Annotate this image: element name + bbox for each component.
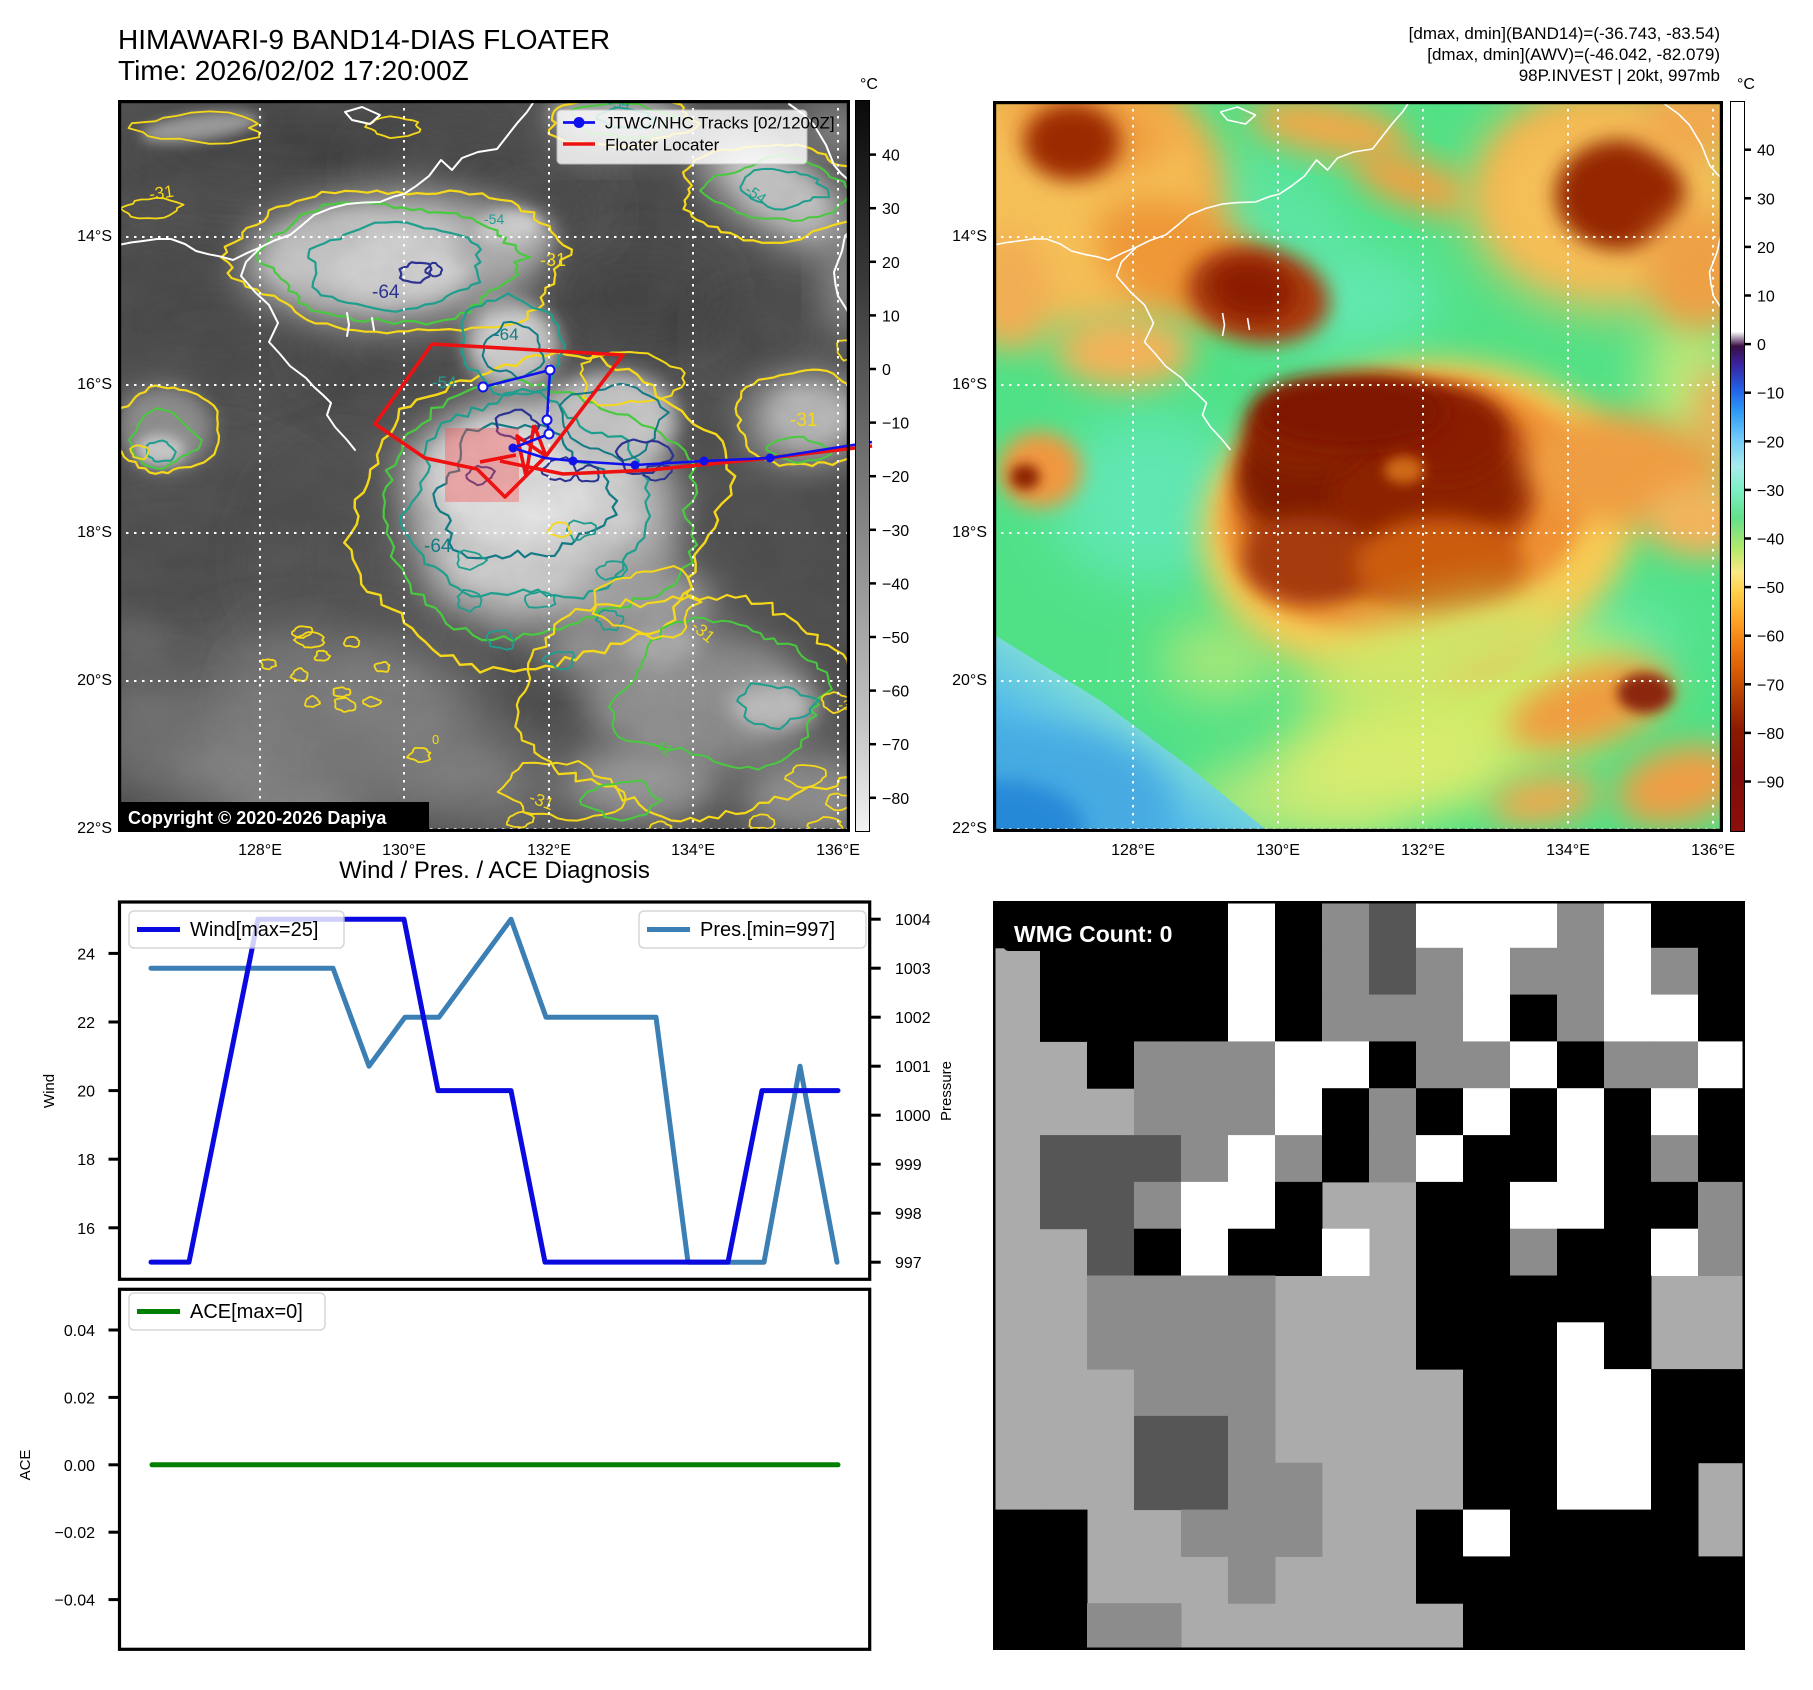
svg-text:Copyright © 2020-2026 Dapiya: Copyright © 2020-2026 Dapiya: [128, 808, 387, 828]
svg-text:−60: −60: [1757, 629, 1784, 646]
svg-text:20: 20: [77, 1084, 95, 1101]
svg-text:WMG Count: 0: WMG Count: 0: [1014, 921, 1172, 947]
svg-text:1001: 1001: [895, 1059, 931, 1076]
svg-text:-64: -64: [424, 536, 452, 557]
svg-text:Pressure: Pressure: [938, 1061, 955, 1121]
svg-text:−10: −10: [882, 416, 909, 433]
svg-text:JTWC/NHC Tracks [02/1200Z]: JTWC/NHC Tracks [02/1200Z]: [605, 114, 835, 133]
svg-text:24: 24: [77, 946, 95, 963]
svg-text:-54: -54: [432, 373, 457, 392]
svg-text:16: 16: [77, 1221, 95, 1238]
svg-text:-54: -54: [608, 95, 630, 112]
svg-text:1000: 1000: [895, 1108, 931, 1125]
svg-text:-31: -31: [790, 410, 817, 431]
svg-text:−20: −20: [1757, 434, 1784, 451]
svg-text:0.00: 0.00: [64, 1458, 95, 1475]
svg-text:-54: -54: [484, 211, 504, 227]
svg-text:999: 999: [895, 1157, 922, 1174]
svg-text:10: 10: [1757, 289, 1775, 306]
svg-text:30: 30: [1757, 191, 1775, 208]
svg-text:40: 40: [1757, 143, 1775, 160]
svg-text:−60: −60: [882, 684, 909, 701]
svg-text:-64: -64: [372, 282, 400, 303]
svg-text:-31: -31: [540, 250, 566, 270]
svg-text:1003: 1003: [895, 961, 931, 978]
svg-text:Wind[max=25]: Wind[max=25]: [190, 919, 318, 941]
svg-text:0: 0: [432, 732, 439, 747]
svg-text:0: 0: [1757, 337, 1766, 354]
svg-text:−90: −90: [1757, 775, 1784, 792]
svg-text:20: 20: [1757, 240, 1775, 257]
svg-text:-31: -31: [148, 182, 175, 204]
svg-text:-64: -64: [494, 325, 519, 344]
svg-text:0: 0: [882, 362, 891, 379]
svg-text:Pres.[min=997]: Pres.[min=997]: [700, 919, 835, 941]
svg-text:Floater Locater: Floater Locater: [605, 136, 720, 155]
svg-text:−30: −30: [1757, 483, 1784, 500]
svg-text:−40: −40: [1757, 532, 1784, 549]
svg-text:40: 40: [882, 148, 900, 165]
svg-text:ACE[max=0]: ACE[max=0]: [190, 1301, 303, 1323]
svg-text:20: 20: [882, 255, 900, 272]
svg-text:Wind: Wind: [41, 1074, 58, 1108]
svg-text:−70: −70: [882, 737, 909, 754]
svg-text:−40: −40: [882, 576, 909, 593]
svg-text:−80: −80: [882, 791, 909, 808]
svg-text:−80: −80: [1757, 726, 1784, 743]
svg-text:0.02: 0.02: [64, 1390, 95, 1407]
svg-text:−30: −30: [882, 523, 909, 540]
svg-text:18: 18: [77, 1152, 95, 1169]
svg-text:−20: −20: [882, 469, 909, 486]
svg-text:0.04: 0.04: [64, 1323, 95, 1340]
svg-text:1002: 1002: [895, 1010, 931, 1027]
svg-text:22: 22: [77, 1015, 95, 1032]
svg-text:−0.04: −0.04: [55, 1593, 96, 1610]
svg-text:30: 30: [882, 201, 900, 218]
svg-text:−50: −50: [882, 630, 909, 647]
svg-text:998: 998: [895, 1206, 922, 1223]
svg-text:1004: 1004: [895, 912, 931, 929]
svg-text:−70: −70: [1757, 677, 1784, 694]
svg-text:−10: −10: [1757, 386, 1784, 403]
svg-text:10: 10: [882, 308, 900, 325]
svg-text:−0.02: −0.02: [55, 1525, 96, 1542]
svg-text:ACE: ACE: [17, 1450, 34, 1481]
svg-text:−50: −50: [1757, 580, 1784, 597]
svg-text:997: 997: [895, 1255, 922, 1272]
